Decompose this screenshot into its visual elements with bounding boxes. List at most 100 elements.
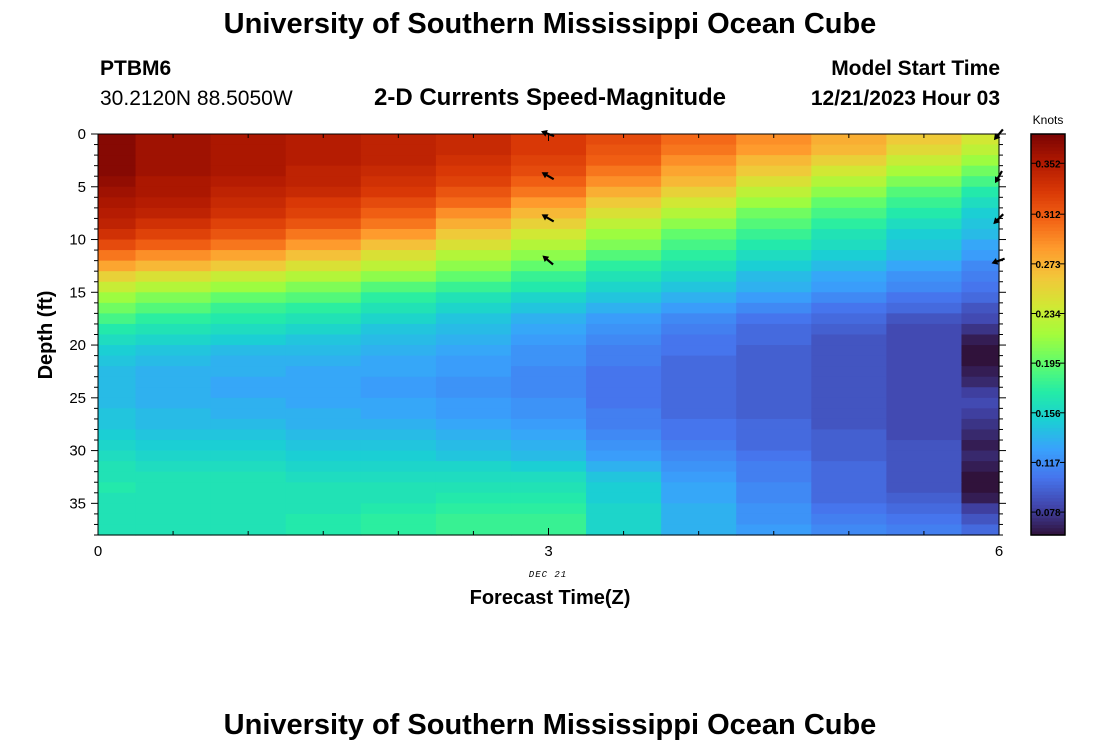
colorbar-band <box>1031 167 1065 172</box>
colorbar-band <box>1031 200 1065 205</box>
heatmap-cell <box>811 323 887 336</box>
heatmap-cell <box>886 450 963 462</box>
heatmap-cell <box>811 239 887 251</box>
heatmap-cell <box>661 144 737 156</box>
heatmap-cell <box>360 418 437 431</box>
colorbar-band <box>1031 361 1065 366</box>
colorbar-band <box>1031 488 1065 493</box>
heatmap-cell <box>510 155 587 167</box>
colorbar-band <box>1031 154 1065 158</box>
heatmap-cell <box>811 260 887 272</box>
heatmap-cell <box>98 197 137 209</box>
heatmap-cell <box>811 302 887 314</box>
heatmap-cell <box>510 228 587 241</box>
heatmap-cell <box>886 292 963 304</box>
heatmap-cell <box>510 492 587 504</box>
heatmap-cell <box>886 197 963 209</box>
heatmap-cell <box>886 387 963 399</box>
heatmap-cell <box>886 397 963 409</box>
heatmap-cell <box>135 450 212 462</box>
heatmap-cell <box>210 334 287 346</box>
heatmap-cell <box>210 471 287 483</box>
heatmap-cell <box>510 482 587 494</box>
heatmap-cell <box>736 376 812 388</box>
heatmap-cell <box>736 524 812 536</box>
colorbar-band <box>1031 150 1065 155</box>
colorbar-band <box>1031 137 1065 142</box>
heatmap-cell <box>886 144 963 156</box>
heatmap-cell <box>811 397 887 409</box>
heatmap-cell <box>661 397 737 409</box>
heatmap-cell <box>435 524 512 536</box>
heatmap-cell <box>135 250 212 262</box>
heatmap-cell <box>886 186 963 198</box>
heatmap-cell <box>435 218 512 230</box>
heatmap-cell <box>886 408 963 420</box>
heatmap-cell <box>360 271 437 283</box>
heatmap-cell <box>435 144 512 156</box>
colorbar-band <box>1031 197 1065 202</box>
heatmap-cell <box>961 482 1000 494</box>
heatmap-cell <box>435 408 512 420</box>
colorbar-band <box>1031 257 1065 262</box>
heatmap-cell <box>360 461 437 473</box>
heatmap-cell <box>510 355 587 367</box>
colorbar-band <box>1031 491 1065 496</box>
heatmap-cell <box>586 429 662 441</box>
y-tick-label: 5 <box>78 179 86 196</box>
colorbar-band <box>1031 184 1065 189</box>
heatmap-cell <box>98 228 137 241</box>
colorbar-band <box>1031 364 1065 369</box>
heatmap-cell <box>510 376 587 388</box>
heatmap-cell <box>661 503 737 515</box>
heatmap-cell <box>961 302 1000 314</box>
x-tick-label: 3 <box>544 543 552 560</box>
colorbar-band <box>1031 214 1065 219</box>
heatmap-cell <box>736 218 812 230</box>
heatmap-cell <box>886 302 963 314</box>
colorbar-band <box>1031 438 1065 443</box>
vector-head <box>993 133 1001 141</box>
heatmap-cell <box>736 186 812 198</box>
heatmap-cell <box>135 281 212 293</box>
heatmap-cell <box>435 450 512 462</box>
heatmap-cell <box>360 250 437 262</box>
colorbar-band <box>1031 180 1065 185</box>
heatmap-cell <box>586 260 662 272</box>
heatmap-cell <box>360 186 437 198</box>
heatmap-cell <box>435 134 512 146</box>
heatmap-cell <box>510 239 587 251</box>
colorbar-band <box>1031 160 1065 165</box>
heatmap-cell <box>886 281 963 293</box>
heatmap-cell <box>435 461 512 473</box>
vector-head <box>995 176 1001 184</box>
colorbar-band <box>1031 391 1065 396</box>
heatmap-cell <box>360 355 437 367</box>
heatmap-cell <box>135 408 212 420</box>
heatmap-cell <box>435 387 512 399</box>
heatmap-cell <box>811 418 887 431</box>
heatmap-cell <box>435 239 512 251</box>
heatmap-cell <box>736 155 812 167</box>
colorbar-band <box>1031 157 1065 162</box>
heatmap-cell <box>360 450 437 462</box>
heatmap-cell <box>285 429 362 441</box>
heatmap-cell <box>435 376 512 388</box>
heatmap-cell <box>98 376 137 388</box>
heatmap-cell <box>886 313 963 325</box>
heatmap-cell <box>586 471 662 483</box>
colorbar-tick-label: 0.234 <box>1035 309 1060 320</box>
heatmap-cell <box>285 165 362 177</box>
colorbar-band <box>1031 441 1065 446</box>
heatmap-cell <box>961 355 1000 367</box>
heatmap-cell <box>360 482 437 494</box>
colorbar-band <box>1031 134 1065 138</box>
heatmap-cell <box>961 155 1000 167</box>
heatmap-cell <box>586 313 662 325</box>
heatmap-cell <box>510 513 587 526</box>
heatmap-cell <box>961 176 1000 188</box>
heatmap-cell <box>661 513 737 526</box>
heatmap-cell <box>661 197 737 209</box>
heatmap-cell <box>435 313 512 325</box>
heatmap-cell <box>811 345 887 357</box>
